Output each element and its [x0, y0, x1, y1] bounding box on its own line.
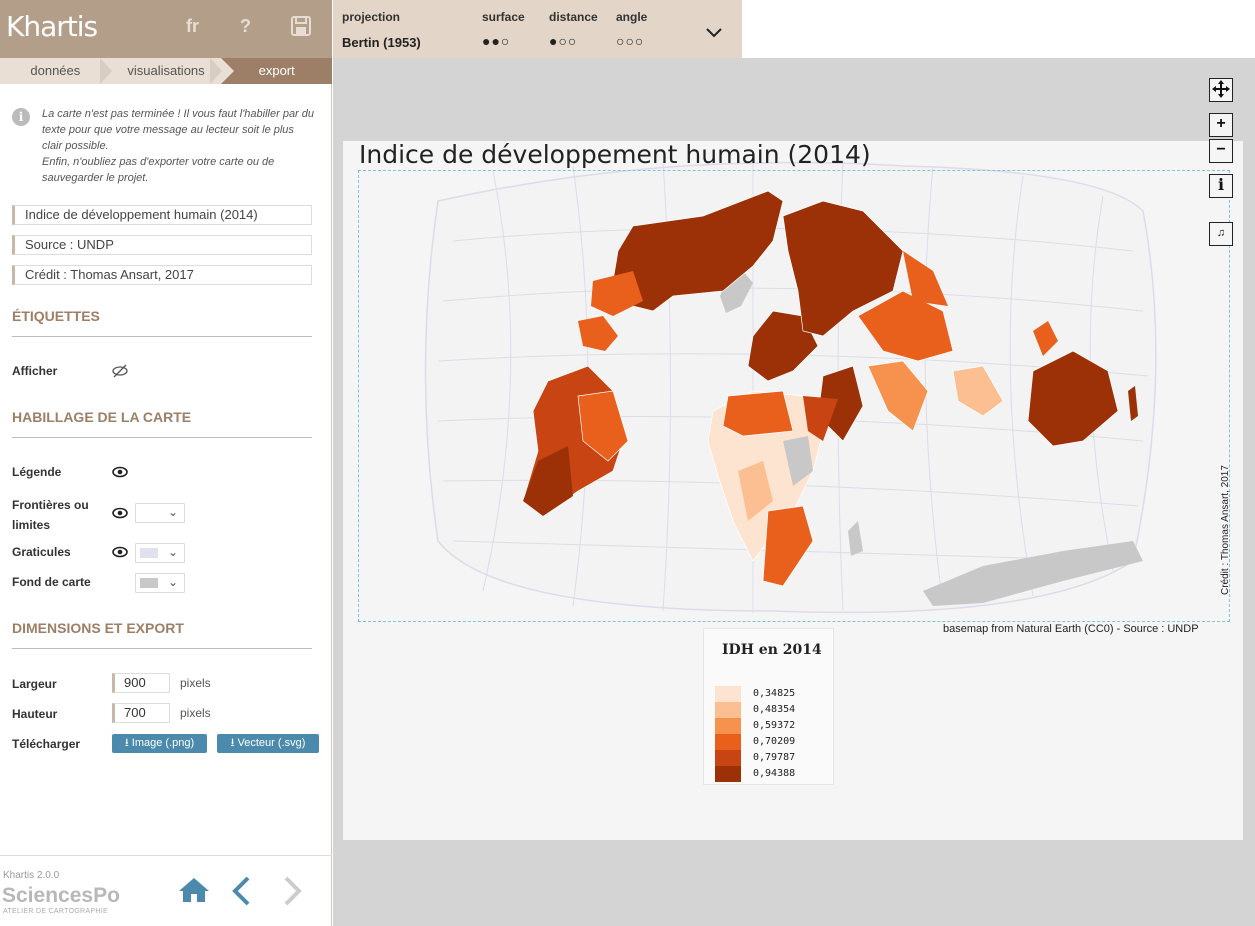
map-title[interactable]: Indice de développement humain (2014) [359, 140, 871, 169]
map-frame [358, 170, 1230, 622]
sciencespo-logo: SciencesPo [2, 884, 120, 907]
sidebar: Khartis fr ? données visualisations expo… [0, 0, 333, 926]
download-svg-button[interactable]: ⭳ Vecteur (.svg) [217, 734, 319, 753]
sidebar-footer: Khartis 2.0.0 SciencesPo ATELIER DE CART… [0, 855, 332, 926]
borders-color-select[interactable]: ⌄ [135, 503, 185, 523]
map-credit-field[interactable]: Crédit : Thomas Ansart, 2017 [12, 265, 312, 285]
sciencespo-subtitle: ATELIER DE CARTOGRAPHIE [3, 908, 108, 915]
info-message: i La carte n'est pas terminée ! Il vous … [12, 106, 317, 186]
map-legend[interactable]: IDH en 2014 0,34825 0,48354 0,59372 0,70209… [703, 628, 834, 785]
sound-icon[interactable]: ♫ [1209, 222, 1233, 246]
graticules-eye-icon[interactable] [112, 546, 128, 561]
legend-value: 0,79787 [753, 752, 796, 763]
map-source-field[interactable]: Source : UNDP [12, 235, 312, 255]
download-icon: ⭳ [230, 737, 238, 749]
legend-item: 0,48354 [715, 702, 825, 718]
chevron-down-icon[interactable] [705, 26, 723, 44]
legend-item: 0,34825 [715, 686, 825, 702]
legend-title: IDH en 2014 [722, 642, 822, 658]
projection-value[interactable]: Bertin (1953) [342, 35, 421, 50]
move-icon[interactable] [1209, 78, 1233, 102]
map-title-field[interactable]: Indice de développement humain (2014) [12, 205, 312, 225]
height-input[interactable]: 700 [112, 703, 170, 723]
legend-value: 0,70209 [753, 736, 796, 747]
info-icon: i [12, 108, 30, 126]
legend-swatch [715, 702, 741, 718]
download-png-button[interactable]: ⭳ Image (.png) [112, 734, 207, 753]
step-visualisations[interactable]: visualisations [111, 58, 223, 84]
borders-label: Frontières ou limites [12, 498, 89, 532]
chevron-down-icon: ⌄ [167, 505, 178, 519]
labels-section-title: ÉTIQUETTES [12, 308, 312, 337]
legend-eye-icon[interactable] [112, 466, 128, 481]
projection-bar: projection Bertin (1953) surface ●●○ dis… [333, 0, 742, 58]
khartis-logo[interactable]: Khartis [6, 10, 98, 43]
distance-rating: ●○○ [549, 33, 578, 49]
map-credit[interactable]: Crédit : Thomas Ansart, 2017 [1220, 465, 1231, 595]
download-icon: ⭳ [124, 737, 132, 749]
width-label: Largeur [12, 677, 57, 691]
home-icon[interactable] [178, 876, 210, 912]
legend-item: 0,70209 [715, 734, 825, 750]
show-labels-label: Afficher [12, 364, 58, 378]
legend-value: 0,48354 [753, 704, 796, 715]
background-label: Fond de carte [12, 575, 91, 589]
step-export-label: export [258, 63, 295, 78]
zoom-out-icon[interactable]: − [1209, 139, 1233, 163]
legend-value: 0,94388 [753, 768, 796, 779]
surface-label: surface [482, 10, 525, 24]
distance-label: distance [549, 10, 598, 24]
borders-eye-icon[interactable] [112, 507, 128, 522]
map-source[interactable]: basemap from Natural Earth (CC0) - Sourc… [943, 623, 1199, 635]
save-icon[interactable] [290, 15, 312, 42]
forward-arrow-icon[interactable] [282, 876, 304, 914]
graticules-color-select[interactable]: ⌄ [135, 543, 185, 563]
height-unit: pixels [180, 706, 211, 720]
surface-rating: ●●○ [482, 33, 511, 49]
app-header: Khartis fr ? [0, 0, 332, 58]
zoom-in-icon[interactable]: + [1209, 113, 1233, 137]
info-text-2: Enfin, n'oubliez pas d'exporter votre ca… [42, 156, 275, 184]
info-text-1: La carte n'est pas terminée ! Il vous fa… [42, 108, 315, 152]
step-data[interactable]: données [0, 58, 112, 84]
legend-value: 0,59372 [753, 720, 796, 731]
legend-swatch [715, 750, 741, 766]
download-label: Télécharger [12, 737, 81, 751]
legend-item: 0,79787 [715, 750, 825, 766]
legend-swatch [715, 686, 741, 702]
angle-label: angle [616, 10, 648, 24]
legend-swatch [715, 718, 741, 734]
chevron-down-icon: ⌄ [167, 575, 178, 589]
width-input[interactable]: 900 [112, 673, 170, 693]
step-data-label: données [30, 63, 81, 78]
legend-swatch [715, 766, 741, 782]
version-text: Khartis 2.0.0 [3, 870, 60, 881]
projection-label: projection [342, 10, 401, 24]
world-map[interactable] [343, 141, 1243, 840]
language-button[interactable]: fr [186, 16, 199, 36]
legend-value: 0,34825 [753, 688, 796, 699]
legend-label: Légende [12, 465, 62, 479]
legend-item: 0,94388 [715, 766, 825, 782]
back-arrow-icon[interactable] [230, 876, 252, 914]
chevron-down-icon: ⌄ [167, 545, 178, 559]
legend-swatch [715, 734, 741, 750]
info-icon[interactable]: i [1209, 174, 1233, 198]
width-unit: pixels [180, 676, 211, 690]
step-nav: données visualisations export [0, 58, 333, 84]
export-section-title: DIMENSIONS ET EXPORT [12, 620, 312, 649]
step-export[interactable]: export [221, 58, 333, 84]
background-color-select[interactable]: ⌄ [135, 573, 185, 593]
help-button[interactable]: ? [240, 16, 251, 36]
dress-section-title: HABILLAGE DE LA CARTE [12, 409, 312, 438]
step-visualisations-label: visualisations [127, 63, 205, 78]
angle-rating: ○○○ [616, 33, 645, 49]
graticules-label: Graticules [12, 545, 71, 559]
height-label: Hauteur [12, 707, 58, 721]
download-png-label: Image (.png) [131, 737, 195, 749]
eye-slash-icon[interactable] [112, 364, 128, 381]
download-svg-label: Vecteur (.svg) [237, 737, 306, 749]
legend-item: 0,59372 [715, 718, 825, 734]
